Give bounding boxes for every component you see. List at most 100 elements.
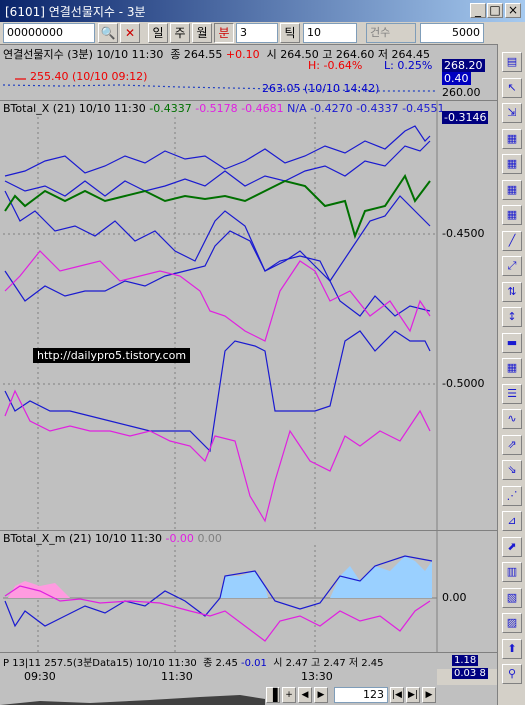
- price-line: [2, 84, 436, 92]
- tool-button[interactable]: ▥: [502, 562, 522, 582]
- tool-button[interactable]: ☰: [502, 383, 522, 404]
- prev-button[interactable]: |◀: [390, 687, 404, 703]
- sub-value: -0.00: [165, 532, 194, 545]
- grid: [37, 545, 316, 653]
- series-line: [4, 330, 431, 453]
- main-axis-label: -0.3146: [442, 111, 489, 124]
- tool-button[interactable]: ⋰: [502, 485, 522, 506]
- max-note: 263.05 (10/10 14:42): [262, 82, 380, 95]
- zoom-button[interactable]: ▶: [314, 687, 328, 703]
- positive-area: [330, 556, 432, 598]
- tool-button[interactable]: ⚲: [502, 664, 522, 684]
- main-panel: BTotal_X (21) 10/10 11:30 -0.4337 -0.517…: [0, 100, 497, 531]
- grid: [3, 117, 437, 531]
- tool-button[interactable]: ▦: [502, 358, 522, 378]
- watermark: http://dailypro5.tistory.com: [33, 348, 191, 363]
- tool-button[interactable]: ▤: [502, 52, 522, 72]
- tool-button[interactable]: ⇘: [502, 460, 522, 480]
- main-value: -0.4681: [241, 102, 284, 115]
- title-bar: [6101] 연결선물지수 - 3분 _ □ ×: [0, 0, 525, 22]
- series-line: [4, 389, 431, 523]
- tool-button[interactable]: ▦: [502, 154, 522, 174]
- tick-select[interactable]: 10: [303, 23, 357, 43]
- next-button[interactable]: ▶|: [406, 687, 420, 703]
- tool-button[interactable]: ▬: [502, 332, 522, 353]
- side-toolbar: ▤ ↖ ⇲ ▦ ▦ ▦ ▦ ╱ ⤢ ⇅ ↕ ▬ ▦ ☰ ∿ ⇗ ⇘ ⋰ ⊿ ⬈ ▥ ▧ ▨ ⬆ ⚲: [497, 44, 525, 705]
- mini-chart: [0, 695, 265, 705]
- minimize-button[interactable]: _: [470, 3, 486, 18]
- price-title: 연결선물지수 (3분) 10/10 11:30: [3, 48, 164, 61]
- tool-button[interactable]: ▦: [502, 179, 522, 200]
- tick-button[interactable]: 틱: [280, 23, 300, 43]
- main-header: BTotal_X (21) 10/10 11:30 -0.4337 -0.517…: [3, 102, 445, 115]
- tool-button[interactable]: ∿: [502, 409, 522, 429]
- volume-axis-label: 1.18: [452, 655, 479, 666]
- sub-plot: [3, 531, 438, 653]
- tool-button[interactable]: ▧: [502, 587, 522, 608]
- maximize-button[interactable]: □: [487, 3, 503, 18]
- price-panel: 연결선물지수 (3분) 10/10 11:30 종 264.55 +0.10 시…: [0, 44, 497, 100]
- count-input[interactable]: 5000: [420, 23, 484, 43]
- count-select[interactable]: 건수: [366, 23, 416, 43]
- main-value: -0.5178: [195, 102, 238, 115]
- tool-button[interactable]: ↕: [502, 307, 522, 327]
- sub-panel: BTotal_X_m (21) 10/10 11:30 -0.00 0.00 0…: [0, 530, 497, 653]
- tool-button[interactable]: ▦: [502, 205, 522, 225]
- clear-button[interactable]: ✕: [120, 23, 140, 43]
- min-note: 255.40 (10/10 09:12): [30, 70, 148, 83]
- main-value: N/A: [287, 102, 307, 115]
- time-label: 11:30: [161, 670, 193, 683]
- high-pct: H: -0.64%: [308, 59, 363, 72]
- price-plot: [2, 78, 436, 92]
- period-button[interactable]: 주: [170, 23, 190, 43]
- time-label: 13:30: [301, 670, 333, 683]
- price-change: +0.10: [225, 48, 260, 61]
- tool-button[interactable]: ↖: [502, 77, 522, 98]
- tool-button[interactable]: ╱: [502, 230, 522, 251]
- volume-close: 종 2.45: [203, 658, 238, 669]
- tool-button[interactable]: ⤢: [502, 256, 522, 276]
- period-button[interactable]: 분: [214, 23, 234, 43]
- price-axis-label: 268.20: [442, 59, 485, 72]
- price-ohl: 시 264.50 고 264.60 저 264.45: [266, 48, 430, 61]
- scroll-bar: ▐ + ◀ ▶ 123 |◀ ▶| ▶: [0, 685, 497, 705]
- close-button[interactable]: ×: [505, 3, 521, 18]
- period-button[interactable]: 월: [192, 23, 212, 43]
- price-close: 종 264.55: [170, 48, 223, 61]
- scroll-thumb[interactable]: ▐: [266, 687, 280, 703]
- main-value: -0.4270: [310, 102, 353, 115]
- minute-select[interactable]: 3: [236, 23, 278, 43]
- main-value: -0.4337: [149, 102, 192, 115]
- volume-title: P 13|11 257.5(3분Data15) 10/10 11:30: [3, 658, 197, 669]
- series-line: [4, 555, 433, 628]
- volume-change: -0.01: [241, 658, 267, 669]
- zoom-out-button[interactable]: ◀: [298, 687, 312, 703]
- tool-button[interactable]: ⬈: [502, 536, 522, 557]
- series-line: [4, 190, 431, 282]
- main-title: BTotal_X (21) 10/10 11:30: [3, 102, 146, 115]
- zoom-in-button[interactable]: +: [282, 687, 296, 703]
- mini-area: [0, 695, 265, 705]
- tool-button[interactable]: ▦: [502, 128, 522, 149]
- search-button[interactable]: 🔍: [98, 23, 118, 43]
- price-axis-label: 260.00: [442, 86, 481, 99]
- code-input[interactable]: 00000000: [3, 23, 95, 43]
- tool-button[interactable]: ⇅: [502, 281, 522, 302]
- series-line: [4, 230, 431, 317]
- series-line: [4, 173, 431, 240]
- tool-button[interactable]: ▨: [502, 613, 522, 633]
- end-button[interactable]: ▶: [422, 687, 436, 703]
- tool-button[interactable]: ⬆: [502, 638, 522, 659]
- time-axis: 09:30 11:30 13:30: [0, 669, 437, 685]
- tool-button[interactable]: ⇗: [502, 434, 522, 455]
- tool-button[interactable]: ⊿: [502, 511, 522, 531]
- period-button[interactable]: 일: [148, 23, 168, 43]
- count-field[interactable]: 123: [334, 687, 388, 703]
- time-label: 09:30: [24, 670, 56, 683]
- tool-button[interactable]: ⇲: [502, 103, 522, 123]
- series-line: [4, 125, 431, 177]
- sub-value: 0.00: [197, 532, 222, 545]
- main-value: -0.4337: [356, 102, 399, 115]
